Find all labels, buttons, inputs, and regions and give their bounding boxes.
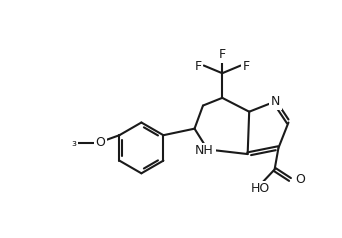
- Text: F: F: [243, 60, 250, 73]
- Text: O: O: [96, 136, 106, 149]
- Text: F: F: [219, 48, 226, 61]
- Text: F: F: [194, 60, 201, 73]
- Text: ₃: ₃: [71, 136, 76, 149]
- Text: N: N: [271, 95, 280, 108]
- Text: HO: HO: [251, 182, 271, 195]
- Text: NH: NH: [195, 144, 214, 158]
- Text: O: O: [295, 173, 305, 186]
